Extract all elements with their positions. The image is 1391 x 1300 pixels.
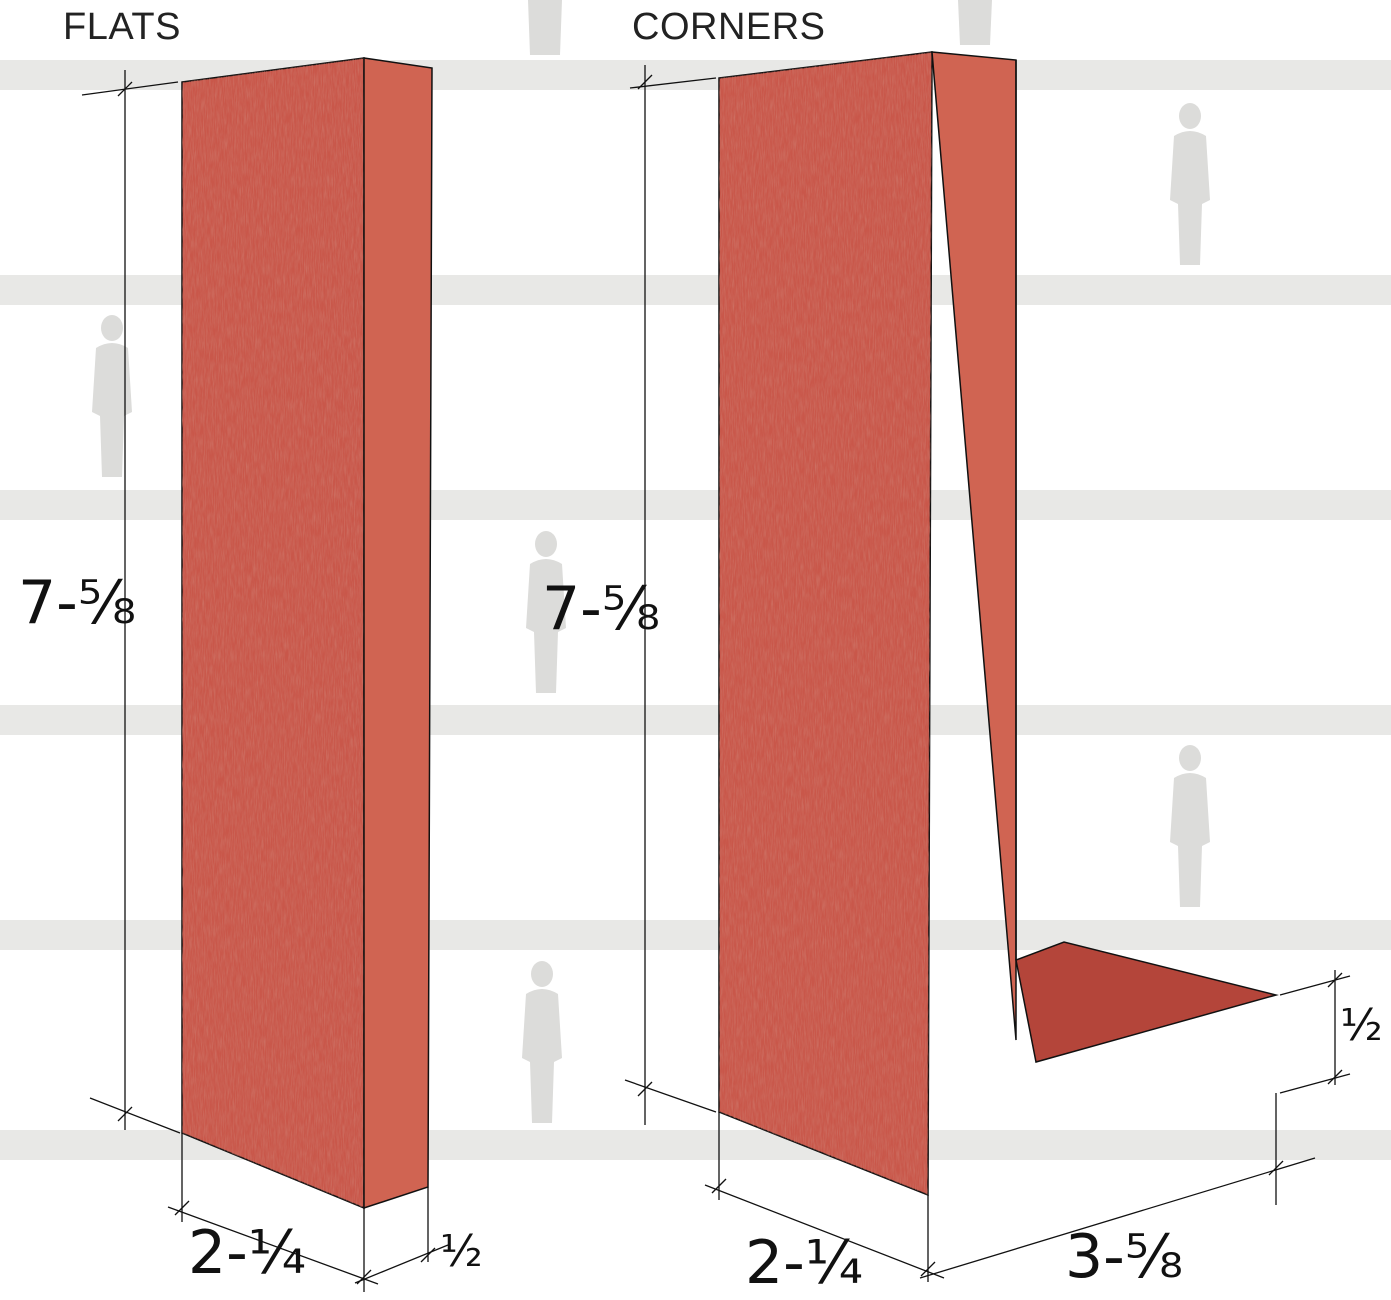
corners-thickness-label: ½ [1340,1000,1383,1051]
corner-brick [718,51,1279,1197]
flats-heading: FLATS [63,6,181,48]
corners-height-label: 7-⅝ [542,574,660,644]
person-silhouette-icon [1170,103,1210,265]
person-silhouette-icon [522,961,562,1123]
flat-brick [181,57,433,1210]
person-silhouette-icon [92,315,132,477]
corner-brick-side-face [931,51,1017,1041]
flats-width-label: 2-¼ [188,1218,306,1288]
corners-heading: CORNERS [632,6,826,48]
flat-brick-side-face [363,57,433,1210]
corner-brick-return-top [1015,941,1279,1063]
dimension-lines [81,65,1351,1292]
flats-depth-label: ½ [440,1226,483,1277]
person-silhouette-icon [1170,745,1210,907]
flat-brick-texture [182,58,364,1208]
corners-width-label: 2-¼ [745,1228,863,1298]
person-silhouette-icon [528,0,562,55]
flats-height-label: 7-⅝ [18,568,136,638]
person-silhouette-icon [958,0,992,45]
corners-return-label: 3-⅝ [1065,1222,1183,1292]
person-silhouette-icon [526,531,566,693]
corner-brick-texture [719,52,932,1195]
